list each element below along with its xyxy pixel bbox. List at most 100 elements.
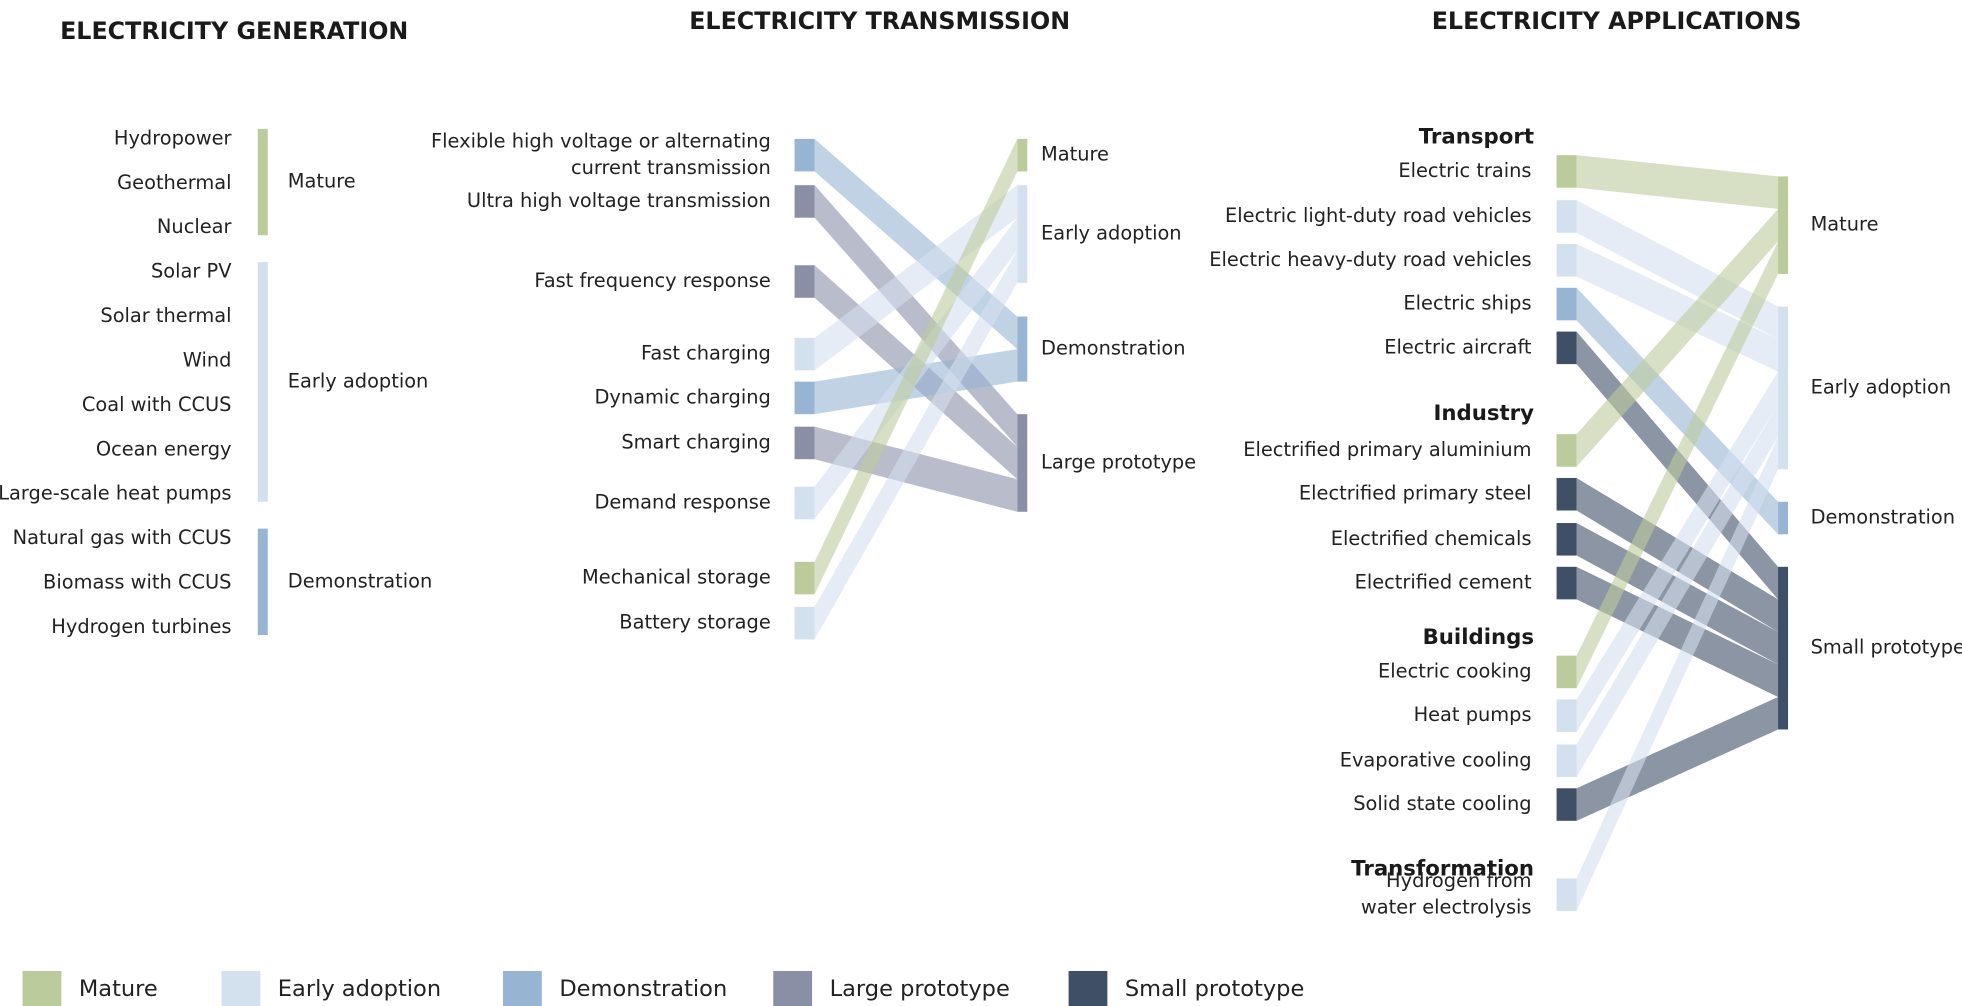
item-box: [1556, 331, 1577, 365]
item-label: Wind: [183, 348, 232, 371]
flow: [1576, 208, 1779, 467]
item-label: Electric cooking: [1378, 659, 1532, 682]
item-label: Evaporative cooling: [1340, 748, 1532, 771]
flow: [814, 185, 1018, 371]
item-label: Electrified chemicals: [1331, 527, 1532, 550]
item-box: [794, 561, 815, 595]
stage-label: Demonstration: [1041, 337, 1186, 360]
item-box: [1556, 434, 1577, 467]
generation-title: ELECTRICITY GENERATION: [60, 17, 408, 45]
stage-label: Mature: [288, 170, 356, 193]
flow: [1576, 243, 1779, 372]
stage-bar: [1017, 316, 1028, 382]
stage-label: Early adoption: [288, 369, 429, 392]
item-label: Hydropower: [114, 126, 232, 149]
stage-bar: [257, 528, 268, 636]
group-header: Buildings: [1423, 625, 1534, 650]
item-box: [1556, 655, 1577, 689]
item-box: [1556, 744, 1577, 778]
item-box: [1556, 155, 1577, 188]
stage-bar: [1017, 138, 1028, 172]
legend-swatch: [773, 970, 813, 1006]
item-box: [794, 381, 815, 415]
item-label: Flexible high voltage or alternating: [431, 130, 771, 153]
flow: [1576, 200, 1779, 340]
item-box: [1556, 699, 1577, 732]
stage-bar: [257, 128, 268, 236]
stage-label: Early adoption: [1811, 375, 1952, 398]
item-box: [1556, 566, 1577, 600]
stage-label: Large prototype: [1041, 450, 1196, 473]
item-label: Electrified primary steel: [1299, 482, 1532, 505]
stage-label: Mature: [1811, 213, 1879, 236]
item-box: [1556, 287, 1577, 321]
stage-label: Demonstration: [1811, 506, 1956, 529]
flow: [1576, 566, 1779, 697]
item-label: Fast charging: [641, 342, 771, 365]
item-box: [1556, 200, 1577, 233]
flow: [1576, 155, 1779, 209]
item-label: Electrified cement: [1355, 571, 1532, 594]
item-box: [1556, 878, 1577, 911]
item-label: Geothermal: [117, 171, 231, 194]
item-label: Solid state cooling: [1353, 792, 1531, 815]
item-box: [794, 606, 815, 640]
item-label: Ocean energy: [96, 437, 232, 460]
legend-label: Mature: [79, 976, 158, 1002]
item-label: Hydrogen from: [1386, 869, 1531, 892]
legend-swatch: [503, 970, 542, 1006]
item-label: Electric heavy-duty road vehicles: [1209, 248, 1531, 271]
item-label: Demand response: [594, 491, 770, 514]
stage-bar: [1017, 185, 1028, 283]
item-label: Nuclear: [157, 215, 232, 238]
legend-label: Large prototype: [830, 976, 1010, 1002]
stage-bar: [257, 262, 268, 502]
item-box: [794, 426, 815, 460]
item-label: Large-scale heat pumps: [0, 482, 232, 505]
item-box: [794, 185, 815, 218]
flow: [814, 250, 1018, 640]
legend-swatch: [22, 970, 62, 1006]
item-label: Natural gas with CCUS: [13, 526, 232, 549]
item-label: Solar PV: [151, 260, 232, 283]
flow: [1576, 241, 1779, 689]
item-label: Ultra high voltage transmission: [467, 189, 771, 212]
stage-label: Early adoption: [1041, 221, 1182, 244]
stage-bar: [1778, 501, 1789, 535]
item-label: Fast frequency response: [534, 269, 770, 292]
flow: [1576, 371, 1779, 732]
stage-bar: [1778, 306, 1789, 470]
item-label: Battery storage: [619, 611, 770, 634]
item-label: current transmission: [571, 156, 771, 179]
legend-label: Early adoption: [278, 976, 441, 1002]
item-box: [794, 337, 815, 371]
item-label: Electric ships: [1403, 292, 1531, 315]
item-label: Electric trains: [1398, 159, 1531, 182]
group-header: Industry: [1433, 401, 1534, 426]
stage-bar: [1778, 176, 1789, 275]
legend-swatch: [221, 970, 261, 1006]
transmission-title: ELECTRICITY TRANSMISSION: [689, 7, 1070, 35]
item-label: Mechanical storage: [582, 566, 771, 589]
item-box: [1556, 523, 1577, 556]
item-label: Electric aircraft: [1384, 335, 1532, 358]
item-label: Smart charging: [621, 430, 770, 453]
stage-bar: [1017, 414, 1028, 512]
item-label: Dynamic charging: [594, 385, 770, 408]
item-label: Electrified primary aluminium: [1243, 438, 1531, 461]
flow: [814, 138, 1018, 595]
applications-title: ELECTRICITY APPLICATIONS: [1432, 7, 1802, 35]
stage-label: Mature: [1041, 143, 1109, 166]
legend-label: Small prototype: [1125, 976, 1304, 1002]
item-label: Hydrogen turbines: [51, 615, 231, 638]
item-label: Coal with CCUS: [82, 393, 232, 416]
flow: [1576, 436, 1779, 911]
legend-swatch: [1068, 970, 1108, 1006]
item-box: [1556, 243, 1577, 277]
group-header: Transport: [1419, 125, 1534, 150]
item-box: [1556, 477, 1577, 511]
item-box: [794, 486, 815, 520]
stage-bar: [1778, 566, 1789, 730]
item-label: Heat pumps: [1414, 703, 1532, 726]
